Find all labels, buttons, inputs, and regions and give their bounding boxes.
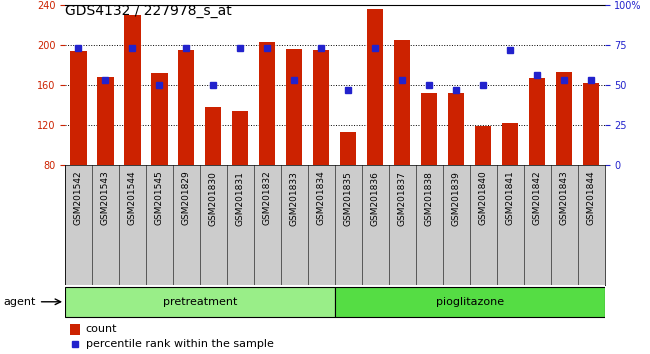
- Bar: [502, 123, 518, 244]
- Bar: [394, 40, 410, 244]
- Bar: [475, 126, 491, 244]
- Bar: [286, 49, 302, 244]
- Bar: [421, 93, 437, 244]
- Bar: [583, 83, 599, 244]
- Bar: [529, 78, 545, 244]
- Text: GSM201844: GSM201844: [586, 171, 595, 225]
- Text: GSM201829: GSM201829: [182, 171, 191, 225]
- Bar: [335, 287, 604, 317]
- Bar: [205, 107, 222, 244]
- Bar: [124, 15, 140, 244]
- Text: GSM201842: GSM201842: [532, 171, 541, 225]
- Bar: [65, 287, 335, 317]
- Bar: [340, 132, 356, 244]
- Text: GSM201830: GSM201830: [209, 171, 218, 225]
- Text: GSM201839: GSM201839: [452, 171, 461, 225]
- Text: GSM201833: GSM201833: [290, 171, 299, 225]
- Text: GSM201544: GSM201544: [128, 171, 137, 225]
- Text: count: count: [86, 324, 117, 333]
- Text: GSM201832: GSM201832: [263, 171, 272, 225]
- Bar: [313, 50, 330, 244]
- Bar: [151, 73, 168, 244]
- Text: GSM201841: GSM201841: [506, 171, 515, 225]
- Text: GSM201543: GSM201543: [101, 171, 110, 225]
- Text: pretreatment: pretreatment: [162, 297, 237, 307]
- Text: GSM201840: GSM201840: [478, 171, 488, 225]
- Text: GSM201542: GSM201542: [74, 171, 83, 225]
- Bar: [70, 324, 80, 335]
- Bar: [448, 93, 464, 244]
- Text: GSM201837: GSM201837: [398, 171, 407, 225]
- Bar: [98, 77, 114, 244]
- Bar: [556, 72, 572, 244]
- Text: GDS4132 / 227978_s_at: GDS4132 / 227978_s_at: [65, 4, 232, 18]
- Text: GSM201835: GSM201835: [344, 171, 353, 225]
- Text: GSM201838: GSM201838: [424, 171, 434, 225]
- Text: GSM201834: GSM201834: [317, 171, 326, 225]
- Bar: [178, 50, 194, 244]
- Bar: [70, 51, 86, 244]
- Text: GSM201831: GSM201831: [236, 171, 245, 225]
- Text: agent: agent: [3, 297, 36, 307]
- Bar: [232, 111, 248, 244]
- Text: pioglitazone: pioglitazone: [436, 297, 504, 307]
- Bar: [367, 9, 383, 244]
- Text: GSM201836: GSM201836: [370, 171, 380, 225]
- Text: GSM201843: GSM201843: [560, 171, 569, 225]
- Text: GSM201545: GSM201545: [155, 171, 164, 225]
- Text: percentile rank within the sample: percentile rank within the sample: [86, 339, 274, 349]
- Bar: [259, 42, 276, 244]
